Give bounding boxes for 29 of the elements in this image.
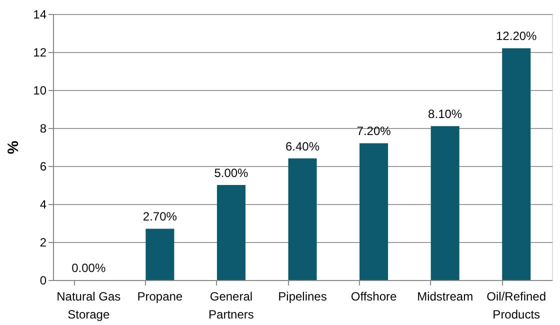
y-axis-title: % (5, 140, 22, 154)
x-tick-label: Natural Gas Storage (56, 290, 121, 322)
y-tick-label: 0 (40, 274, 47, 288)
bar (430, 126, 460, 280)
x-tick-label: Midstream (417, 290, 474, 304)
data-label: 12.20% (496, 29, 538, 44)
y-tick-label: 6 (40, 160, 47, 174)
y-tick-label: 12 (33, 46, 47, 60)
x-tick-label: Offshore (350, 290, 398, 304)
data-label: 7.20% (356, 124, 392, 138)
y-tick-label: 14 (33, 8, 47, 22)
data-label: 2.70% (142, 210, 178, 224)
y-tick-label: 4 (40, 198, 47, 212)
bar (360, 143, 388, 280)
data-label: 8.10% (428, 107, 462, 122)
data-label: 0.00% (72, 261, 106, 275)
bar (146, 228, 174, 280)
y-tick-label: 10 (33, 84, 47, 98)
x-tick-label: Propane (137, 290, 183, 304)
data-label: 5.00% (214, 166, 249, 180)
y-tick-label: 8 (40, 122, 47, 136)
x-tick-label: General Partners (208, 290, 254, 322)
x-tick-label: Oil/Refined Products (486, 290, 546, 322)
bar (216, 185, 246, 280)
data-label: 6.40% (285, 139, 320, 154)
bar (288, 158, 317, 280)
x-tick-label: Pipelines (278, 290, 327, 304)
y-tick-label: 2 (40, 236, 47, 250)
bar (502, 48, 531, 280)
